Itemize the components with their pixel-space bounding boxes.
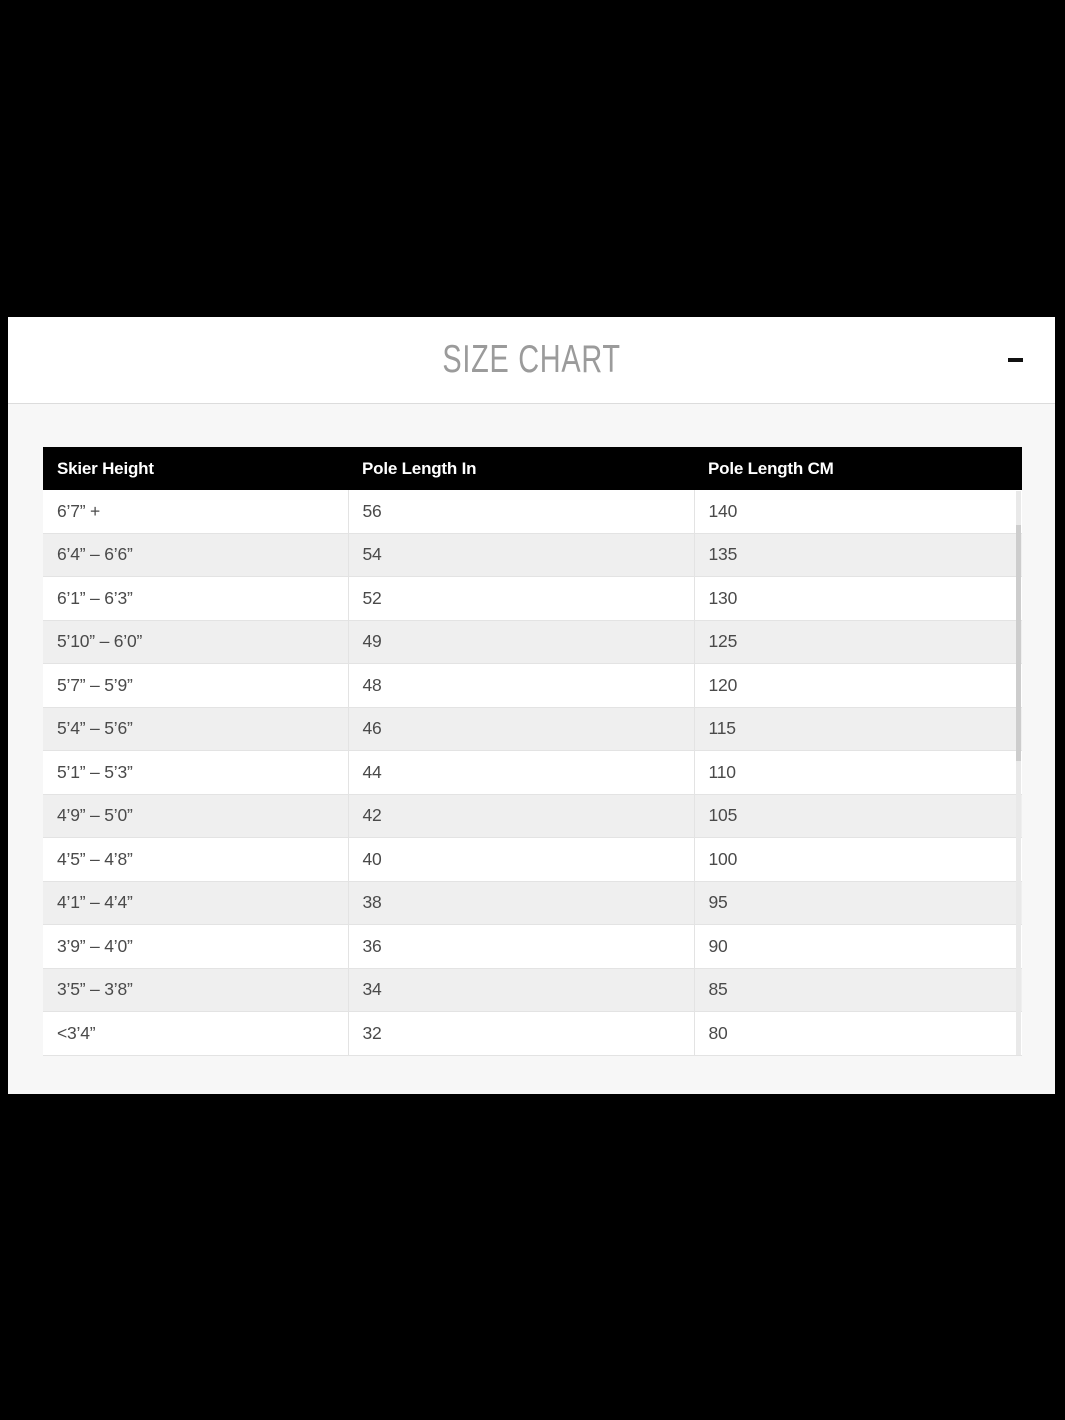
cell-pole-length-cm: 95 xyxy=(693,881,1022,925)
cell-skier-height: 4’9” – 5’0” xyxy=(43,794,348,838)
cell-pole-length-in: 56 xyxy=(347,490,694,534)
table-row: 6’4” – 6’6” 54 135 xyxy=(43,533,1022,577)
cell-skier-height: 4’1” – 4’4” xyxy=(43,881,348,925)
cell-pole-length-in: 32 xyxy=(347,1011,694,1056)
table-row: 4’9” – 5’0” 42 105 xyxy=(43,794,1022,838)
size-chart-table: Skier Height Pole Length In Pole Length CM… xyxy=(43,447,1022,1056)
cell-pole-length-cm: 100 xyxy=(693,837,1022,882)
table-row: 4’5” – 4’8” 40 100 xyxy=(43,837,1022,882)
cell-pole-length-cm: 130 xyxy=(693,576,1022,621)
table-row: 5’4” – 5’6” 46 115 xyxy=(43,707,1022,751)
table-row: 4’1” – 4’4” 38 95 xyxy=(43,881,1022,925)
cell-pole-length-in: 40 xyxy=(347,837,694,882)
cell-pole-length-in: 34 xyxy=(347,968,694,1012)
cell-skier-height: 5’10” – 6’0” xyxy=(43,620,348,664)
cell-pole-length-cm: 140 xyxy=(693,490,1022,534)
table-body: 6’7” +56 140 6’4” – 6’6” 54 135 6’1” – 6’3” 52… xyxy=(43,490,1022,1056)
cell-skier-height: 5’7” – 5’9” xyxy=(43,663,348,708)
cell-skier-height: 4’5” – 4’8” xyxy=(43,837,348,882)
cell-skier-height: 6’1” – 6’3” xyxy=(43,576,348,621)
column-header-pole-length-in: Pole Length In xyxy=(348,447,694,490)
cell-skier-height: 5’1” – 5’3” xyxy=(43,750,348,795)
table-row: 6’1” – 6’3” 52 130 xyxy=(43,576,1022,621)
column-header-skier-height: Skier Height xyxy=(43,447,348,490)
cell-pole-length-cm: 105 xyxy=(693,794,1022,838)
table-row: <3’4” 32 80 xyxy=(43,1011,1022,1056)
modal-header: SIZE CHART xyxy=(8,317,1055,404)
cell-pole-length-in: 36 xyxy=(347,924,694,969)
size-chart-table-container: Skier Height Pole Length In Pole Length CM… xyxy=(43,447,1022,1056)
cell-pole-length-cm: 110 xyxy=(693,750,1022,795)
cell-skier-height: 6’4” – 6’6” xyxy=(43,533,348,577)
cell-skier-height: 3’5” – 3’8” xyxy=(43,968,348,1012)
cell-pole-length-cm: 120 xyxy=(693,663,1022,708)
cell-pole-length-in: 48 xyxy=(347,663,694,708)
minus-icon xyxy=(1008,358,1023,362)
cell-skier-height: 3’9” – 4’0” xyxy=(43,924,348,969)
table-row: 3’9” – 4’0” 36 90 xyxy=(43,924,1022,969)
table-row: 3’5” – 3’8” 34 85 xyxy=(43,968,1022,1012)
cell-pole-length-cm: 80 xyxy=(693,1011,1022,1056)
cell-pole-length-cm: 115 xyxy=(693,707,1022,751)
table-row: 6’7” +56 140 xyxy=(43,490,1022,534)
table-row: 5’1” – 5’3” 44 110 xyxy=(43,750,1022,795)
collapse-button[interactable] xyxy=(998,348,1033,372)
cell-pole-length-cm: 90 xyxy=(693,924,1022,969)
column-header-pole-length-cm: Pole Length CM xyxy=(694,447,1022,490)
table-header-row: Skier Height Pole Length In Pole Length CM xyxy=(43,447,1022,490)
cell-skier-height: 5’4” – 5’6” xyxy=(43,707,348,751)
modal-body: Skier Height Pole Length In Pole Length CM… xyxy=(8,404,1055,1056)
cell-pole-length-cm: 135 xyxy=(693,533,1022,577)
cell-pole-length-in: 42 xyxy=(347,794,694,838)
cell-pole-length-in: 46 xyxy=(347,707,694,751)
size-chart-modal: SIZE CHART Skier Height Pole Length In Pol… xyxy=(8,317,1055,1094)
table-row: 5’10” – 6’0” 49 125 xyxy=(43,620,1022,664)
cell-pole-length-in: 52 xyxy=(347,576,694,621)
modal-title: SIZE CHART xyxy=(442,338,621,381)
table-scrollbar[interactable] xyxy=(1016,491,1021,1055)
table-head: Skier Height Pole Length In Pole Length CM xyxy=(43,447,1022,490)
cell-pole-length-in: 49 xyxy=(347,620,694,664)
table-row: 5’7” – 5’9” 48 120 xyxy=(43,663,1022,708)
cell-skier-height: <3’4” xyxy=(43,1011,348,1056)
cell-pole-length-cm: 85 xyxy=(693,968,1022,1012)
cell-pole-length-in: 54 xyxy=(347,533,694,577)
scrollbar-thumb[interactable] xyxy=(1016,524,1021,762)
cell-pole-length-in: 44 xyxy=(347,750,694,795)
cell-skier-height: 6’7” + xyxy=(43,490,348,534)
cell-pole-length-in: 38 xyxy=(347,881,694,925)
cell-pole-length-cm: 125 xyxy=(693,620,1022,664)
